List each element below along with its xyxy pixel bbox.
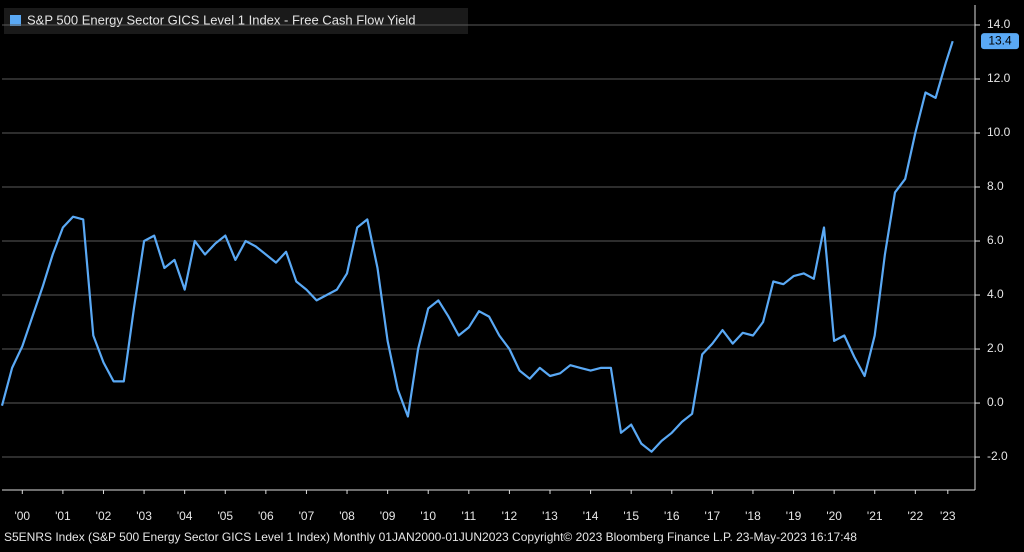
footer: S5ENRS Index (S&P 500 Energy Sector GICS…: [4, 530, 857, 544]
x-tick-label: '12: [502, 509, 518, 523]
x-tick-label: '22: [908, 509, 924, 523]
x-tick-label: '18: [745, 509, 761, 523]
y-tick-label: 12.0: [987, 71, 1011, 85]
x-tick-label: '02: [96, 509, 112, 523]
x-tick-label: '19: [786, 509, 802, 523]
x-tick-label: '08: [339, 509, 355, 523]
last-value-label: 13.4: [988, 33, 1012, 47]
last-value-tag: [981, 33, 1019, 50]
y-tick-label: 2.0: [987, 341, 1004, 355]
y-tick-label: 0.0: [987, 395, 1004, 409]
x-tick-label: '05: [217, 509, 233, 523]
x-tick-label: '01: [55, 509, 71, 523]
x-tick-label: '00: [14, 509, 30, 523]
y-tick-label: 10.0: [987, 125, 1011, 139]
x-tick-label: '20: [826, 509, 842, 523]
x-tick-label: '09: [380, 509, 396, 523]
y-tick-label: 4.0: [987, 287, 1004, 301]
x-tick-label: '03: [136, 509, 152, 523]
x-tick-label: '23: [940, 509, 956, 523]
x-tick-label: '10: [420, 509, 436, 523]
legend-swatch: [10, 15, 21, 26]
x-tick-label: '17: [705, 509, 721, 523]
x-tick-label: '04: [177, 509, 193, 523]
legend-label: S&P 500 Energy Sector GICS Level 1 Index…: [27, 12, 416, 27]
y-tick-label: -2.0: [987, 449, 1008, 463]
x-tick-label: '06: [258, 509, 274, 523]
x-tick-label: '13: [542, 509, 558, 523]
x-tick-label: '11: [461, 509, 476, 523]
x-tick-label: '21: [867, 509, 883, 523]
y-tick-label: 14.0: [987, 17, 1011, 31]
series-line: [0, 40, 954, 453]
legend-box: [4, 8, 468, 34]
y-tick-label: 6.0: [987, 233, 1004, 247]
y-tick-label: 8.0: [987, 179, 1004, 193]
x-tick-label: '07: [299, 509, 315, 523]
x-tick-label: '14: [583, 509, 599, 523]
x-tick-label: '15: [623, 509, 639, 523]
x-tick-label: '16: [664, 509, 680, 523]
